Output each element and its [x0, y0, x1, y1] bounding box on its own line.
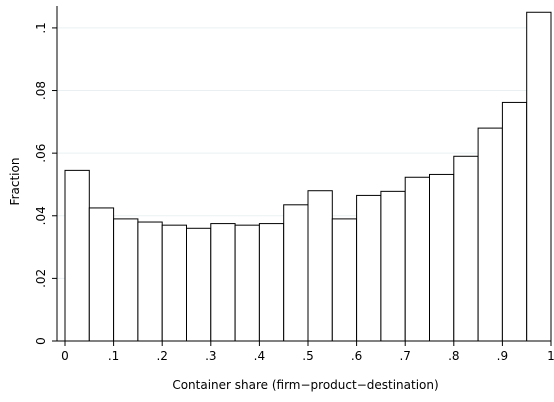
bar-8 — [258, 223, 285, 342]
bar-4 — [161, 224, 187, 342]
bar-14 — [404, 176, 431, 342]
y-tick-label-5: .1 — [34, 22, 48, 33]
bar-19 — [526, 11, 552, 342]
y-axis-ticks: 0 .02 .04 .06 .08 .1 — [34, 22, 57, 345]
y-tick-label-1: .02 — [34, 269, 48, 288]
x-tick-label-9: .9 — [497, 349, 508, 363]
bar-6 — [210, 223, 236, 342]
y-tick-label-2: .04 — [34, 206, 48, 225]
bar-0 — [64, 169, 90, 342]
x-tick-label-3: .3 — [205, 349, 216, 363]
x-tick-label-6: .6 — [351, 349, 362, 363]
axes — [56, 6, 548, 342]
bar-1 — [88, 207, 115, 342]
x-axis-label: Container share (firm−product−destinatio… — [172, 378, 438, 392]
x-tick-label-0: 0 — [61, 349, 69, 363]
y-tick-label-4: .08 — [34, 81, 48, 100]
x-tick-label-2: .2 — [156, 349, 167, 363]
bar-18 — [501, 101, 528, 342]
bar-11 — [331, 218, 358, 342]
bar-5 — [186, 227, 212, 342]
x-tick-label-10: 1 — [547, 349, 554, 363]
y-tick-label-3: .06 — [34, 144, 48, 163]
x-tick-label-8: .8 — [448, 349, 459, 363]
x-axis-ticks: 0 .1 .2 .3 .4 .5 .6 .7 .8 .9 1 — [61, 341, 554, 363]
x-tick-label-5: .5 — [302, 349, 313, 363]
bar-9 — [283, 204, 309, 342]
x-tick-label-1: .1 — [108, 349, 119, 363]
bar-15 — [429, 173, 455, 342]
y-axis-label: Fraction — [8, 158, 22, 206]
bar-12 — [356, 194, 382, 342]
bar-16 — [453, 155, 479, 342]
bar-17 — [477, 127, 503, 342]
histogram-bars — [64, 11, 552, 342]
bar-13 — [380, 190, 406, 342]
bar-2 — [113, 218, 139, 342]
x-tick-label-7: .7 — [399, 349, 410, 363]
bar-3 — [137, 221, 163, 342]
bar-7 — [234, 224, 260, 342]
bar-10 — [307, 190, 333, 342]
y-tick-label-0: 0 — [34, 337, 48, 345]
x-tick-label-4: .4 — [254, 349, 265, 363]
